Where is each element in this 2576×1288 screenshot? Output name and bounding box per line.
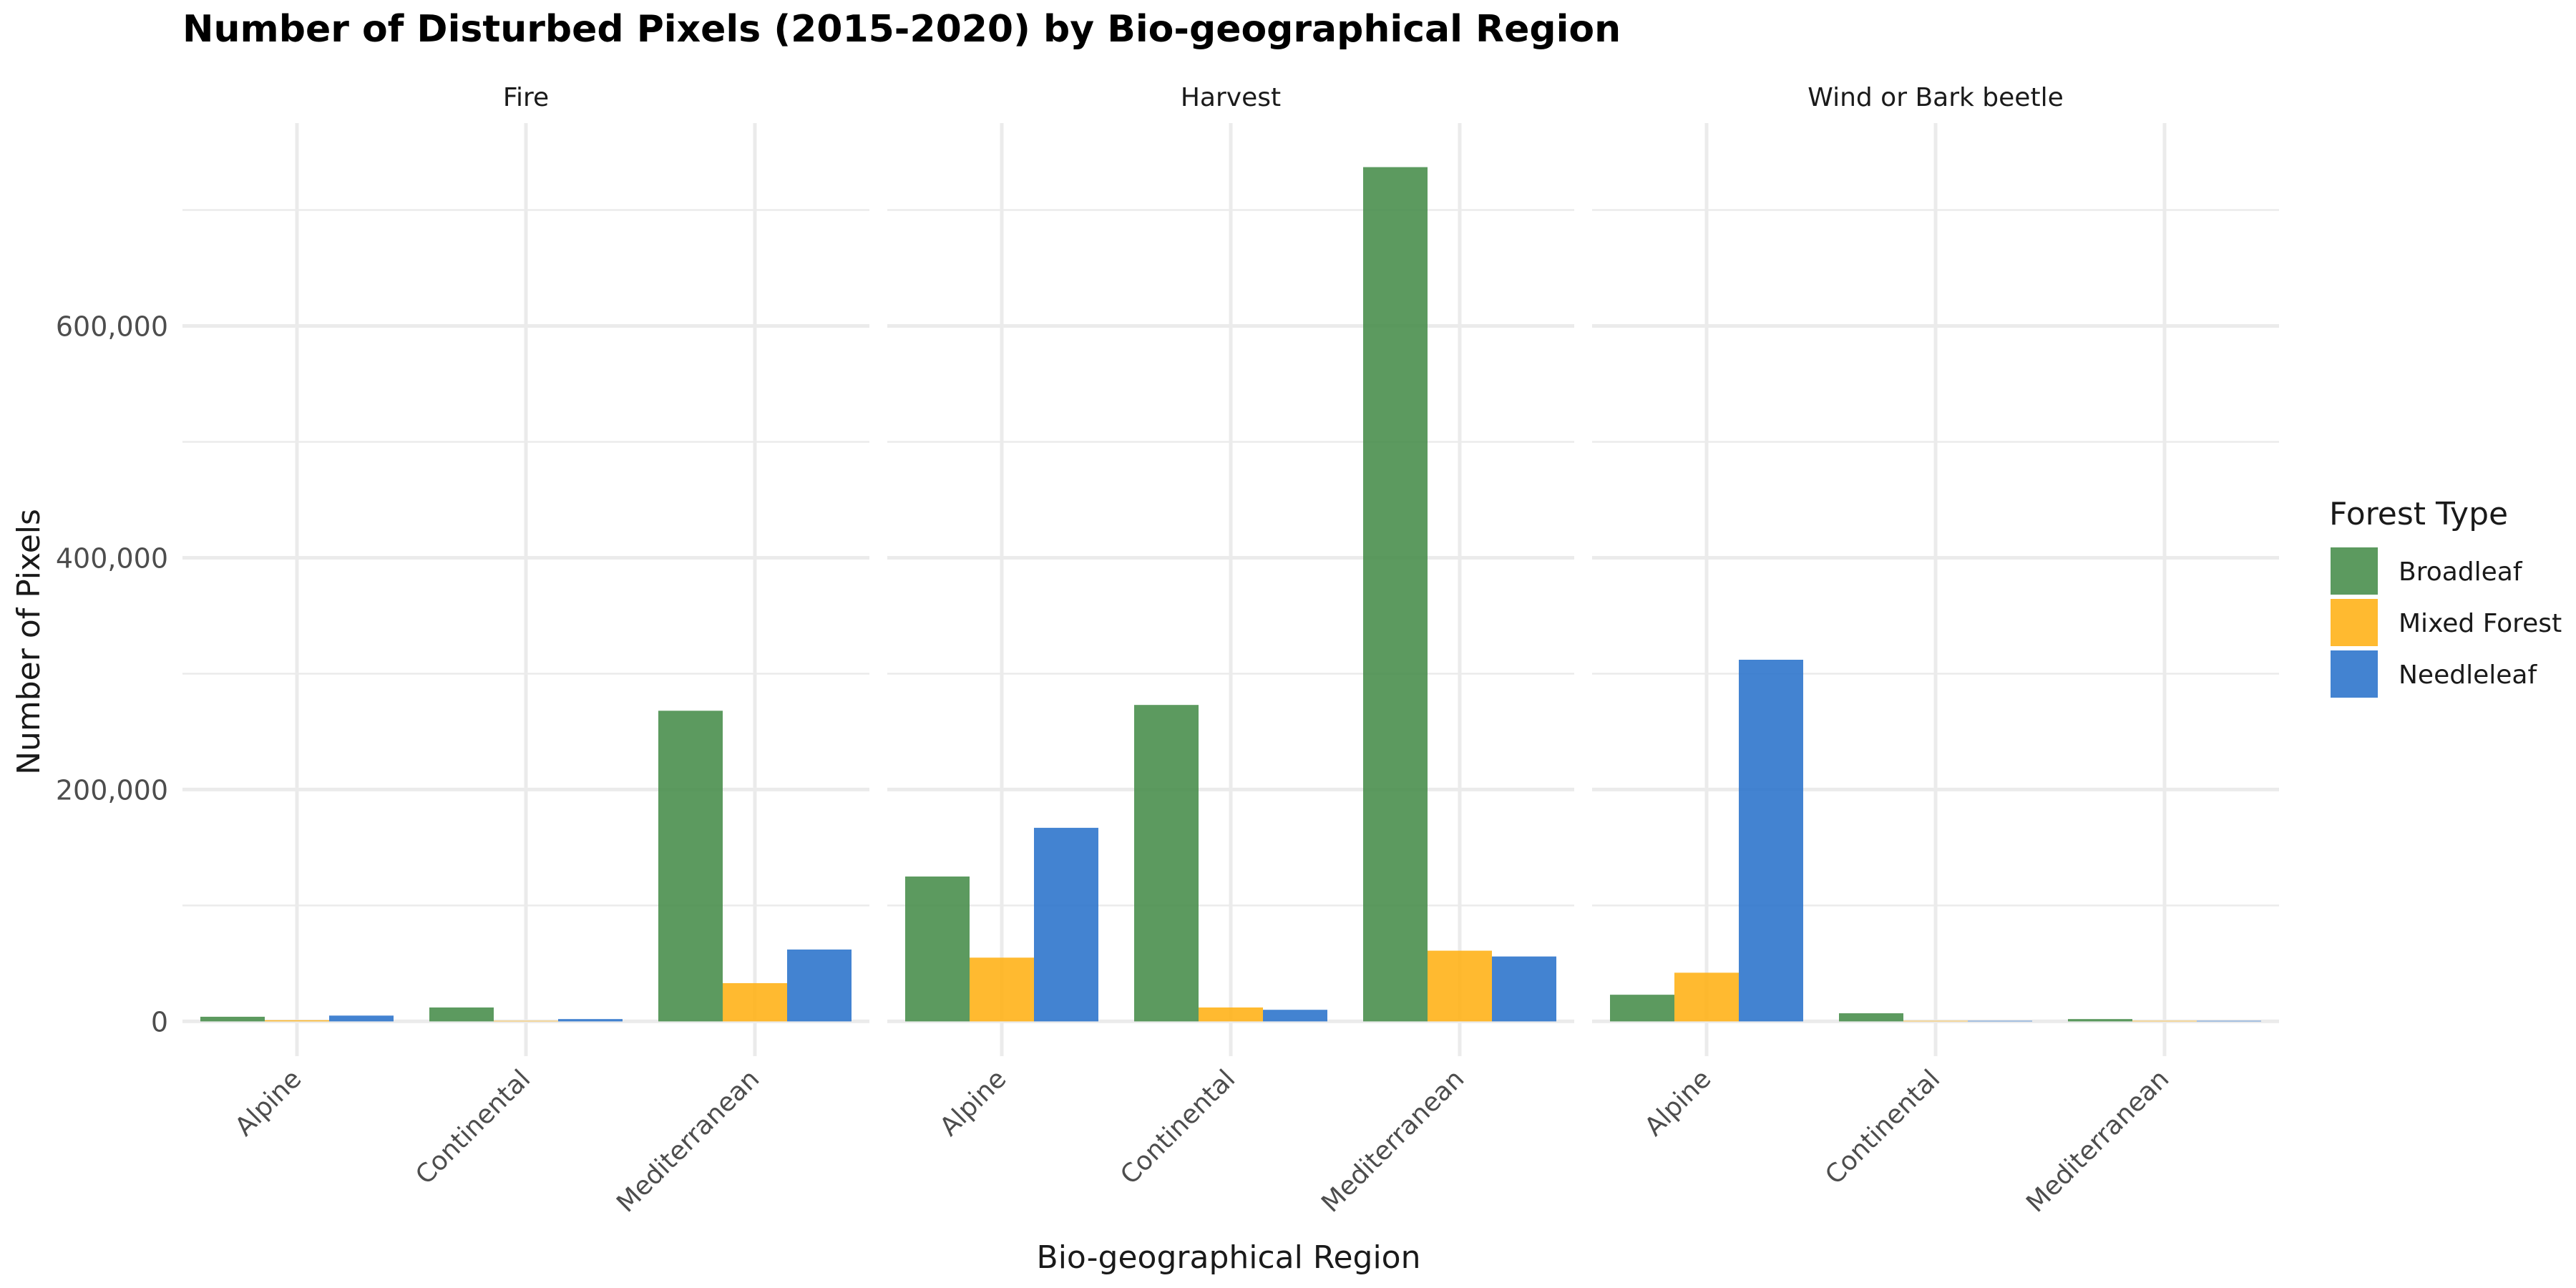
- chart-title: Number of Disturbed Pixels (2015-2020) b…: [182, 8, 1621, 51]
- legend-title: Forest Type: [2329, 496, 2508, 532]
- bar-broadleaf: [658, 711, 723, 1022]
- legend-swatch: [2331, 599, 2378, 646]
- bar-needleleaf: [1739, 660, 1803, 1022]
- bar-broadleaf: [905, 876, 970, 1022]
- bar-needleleaf: [787, 949, 852, 1022]
- bar-mixed-forest: [1903, 1020, 1968, 1022]
- bar-needleleaf: [1263, 1010, 1327, 1022]
- bar-broadleaf: [1134, 705, 1199, 1022]
- bar-needleleaf: [1034, 827, 1098, 1022]
- bar-mixed-forest: [265, 1020, 329, 1022]
- bar-mixed-forest: [2132, 1020, 2197, 1022]
- legend-swatch: [2331, 547, 2378, 595]
- legend-label: Broadleaf: [2399, 557, 2523, 587]
- y-tick-label: 600,000: [56, 311, 168, 342]
- y-tick-label: 200,000: [56, 774, 168, 806]
- y-axis-title: Number of Pixels: [11, 509, 47, 775]
- legend: Forest Type Broadleaf Mixed Forest Needlele…: [2329, 496, 2562, 698]
- bar-needleleaf: [558, 1019, 623, 1022]
- bar-mixed-forest: [970, 957, 1034, 1022]
- legend-label: Needleleaf: [2399, 660, 2537, 690]
- bar-mixed-forest: [1428, 950, 1492, 1022]
- bar-mixed-forest: [1199, 1007, 1263, 1022]
- bar-broadleaf: [200, 1016, 265, 1022]
- bar-mixed-forest: [494, 1020, 558, 1022]
- bar-broadleaf: [1839, 1013, 1903, 1022]
- bar-broadleaf: [2068, 1019, 2132, 1022]
- bar-needleleaf: [1492, 956, 1556, 1022]
- bar-needleleaf: [2197, 1020, 2261, 1022]
- x-axis-title: Bio-geographical Region: [1037, 1239, 1421, 1276]
- legend-label: Mixed Forest: [2399, 609, 2562, 638]
- bar-broadleaf: [1363, 167, 1428, 1022]
- facet-title: Fire: [503, 83, 549, 112]
- bar-needleleaf: [1968, 1020, 2032, 1022]
- bar-mixed-forest: [723, 982, 787, 1022]
- bar-broadleaf: [429, 1007, 494, 1022]
- bar-needleleaf: [329, 1015, 394, 1022]
- bar-mixed-forest: [1674, 972, 1739, 1022]
- bar-broadleaf: [1610, 995, 1674, 1022]
- legend-swatch: [2331, 650, 2378, 698]
- facet-title: Wind or Bark beetle: [1807, 83, 2063, 112]
- y-tick-label: 400,000: [56, 542, 168, 574]
- facet-title: Harvest: [1181, 83, 1281, 112]
- y-tick-label: 0: [151, 1006, 168, 1038]
